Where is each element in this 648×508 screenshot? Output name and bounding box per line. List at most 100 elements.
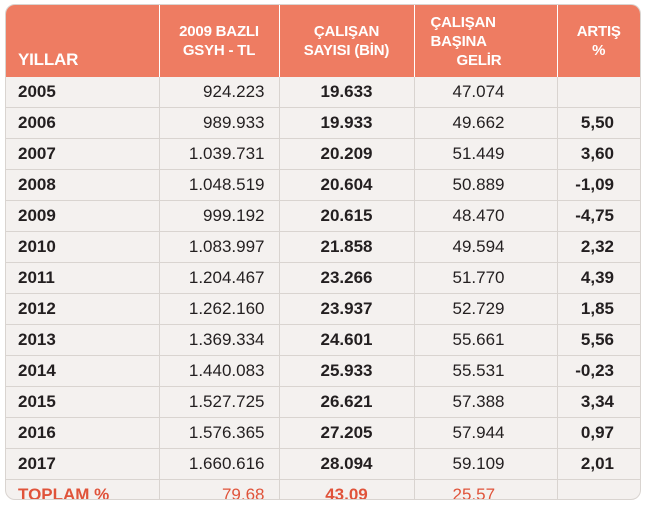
employees-cell: 27.205 — [279, 417, 415, 449]
year-cell: 2006 — [6, 107, 160, 139]
income-cell: 55.661 — [414, 324, 558, 356]
table-body: 2005 924.223 19.633 47.074 2006 989.933 19.933… — [6, 77, 640, 500]
total-row: TOPLAM % 79,68 43,09 25,57 — [6, 479, 640, 500]
gsyh-cell: 1.660.616 — [159, 448, 280, 480]
growth-cell: -0,23 — [557, 355, 640, 387]
total-employees: 43,09 — [279, 479, 415, 499]
growth-cell: 0,97 — [557, 417, 640, 449]
header-gsyh: 2009 BAZLI GSYH - TL — [159, 5, 280, 77]
table-row: 2007 1.039.731 20.209 51.449 3,60 — [6, 138, 640, 170]
year-cell: 2005 — [6, 77, 160, 108]
employees-cell: 23.937 — [279, 293, 415, 325]
table-row: 2015 1.527.725 26.621 57.388 3,34 — [6, 386, 640, 418]
header-gsyh-line1: 2009 BAZLI — [179, 23, 259, 40]
header-growth-line1: ARTIŞ — [576, 23, 621, 40]
growth-cell: -4,75 — [557, 200, 640, 232]
gsyh-cell: 1.039.731 — [159, 138, 280, 170]
income-cell: 48.470 — [414, 200, 558, 232]
gsyh-cell: 989.933 — [159, 107, 280, 139]
header-income-line2: GELİR — [456, 51, 502, 69]
header-income: ÇALIŞAN BAŞINA GELİR — [414, 5, 558, 77]
data-table: YILLAR 2009 BAZLI GSYH - TL ÇALIŞAN SAYI… — [6, 5, 640, 500]
growth-cell: 2,01 — [557, 448, 640, 480]
income-cell: 52.729 — [414, 293, 558, 325]
year-cell: 2016 — [6, 417, 160, 449]
employees-cell: 25.933 — [279, 355, 415, 387]
gsyh-cell: 1.369.334 — [159, 324, 280, 356]
table-row: 2009 999.192 20.615 48.470 -4,75 — [6, 200, 640, 232]
growth-cell — [557, 77, 640, 108]
growth-cell: 4,39 — [557, 262, 640, 294]
header-row: YILLAR 2009 BAZLI GSYH - TL ÇALIŞAN SAYI… — [6, 5, 640, 77]
table-row: 2012 1.262.160 23.937 52.729 1,85 — [6, 293, 640, 325]
gsyh-cell: 1.262.160 — [159, 293, 280, 325]
table-row: 2014 1.440.083 25.933 55.531 -0,23 — [6, 355, 640, 387]
employees-cell: 20.209 — [279, 138, 415, 170]
table-row: 2006 989.933 19.933 49.662 5,50 — [6, 107, 640, 139]
year-cell: 2014 — [6, 355, 160, 387]
year-cell: 2011 — [6, 262, 160, 294]
employees-cell: 19.633 — [279, 77, 415, 108]
header-gsyh-line2: GSYH - TL — [182, 42, 256, 59]
header-income-line1: ÇALIŞAN BAŞINA — [430, 13, 496, 50]
year-cell: 2017 — [6, 448, 160, 480]
gsyh-cell: 1.576.365 — [159, 417, 280, 449]
employees-cell: 24.601 — [279, 324, 415, 356]
table-row: 2005 924.223 19.633 47.074 — [6, 77, 640, 108]
income-cell: 47.074 — [414, 77, 558, 108]
income-cell: 57.388 — [414, 386, 558, 418]
income-cell: 57.944 — [414, 417, 558, 449]
employees-cell: 26.621 — [279, 386, 415, 418]
growth-cell: 3,60 — [557, 138, 640, 170]
year-cell: 2010 — [6, 231, 160, 263]
total-gsyh: 79,68 — [159, 479, 280, 499]
gsyh-cell: 1.083.997 — [159, 231, 280, 263]
income-cell: 49.662 — [414, 107, 558, 139]
income-cell: 51.770 — [414, 262, 558, 294]
gsyh-cell: 1.048.519 — [159, 169, 280, 201]
income-cell: 55.531 — [414, 355, 558, 387]
table-row: 2016 1.576.365 27.205 57.944 0,97 — [6, 417, 640, 449]
table-row: 2010 1.083.997 21.858 49.594 2,32 — [6, 231, 640, 263]
income-cell: 51.449 — [414, 138, 558, 170]
income-cell: 50.889 — [414, 169, 558, 201]
year-cell: 2013 — [6, 324, 160, 356]
table-row: 2017 1.660.616 28.094 59.109 2,01 — [6, 448, 640, 480]
growth-cell: 1,85 — [557, 293, 640, 325]
gsyh-cell: 1.204.467 — [159, 262, 280, 294]
year-cell: 2015 — [6, 386, 160, 418]
growth-cell: 5,56 — [557, 324, 640, 356]
year-cell: 2008 — [6, 169, 160, 201]
total-income: 25,57 — [414, 479, 558, 499]
employees-cell: 19.933 — [279, 107, 415, 139]
gsyh-cell: 1.440.083 — [159, 355, 280, 387]
table-row: 2011 1.204.467 23.266 51.770 4,39 — [6, 262, 640, 294]
gsyh-cell: 999.192 — [159, 200, 280, 232]
year-cell: 2012 — [6, 293, 160, 325]
year-cell: 2009 — [6, 200, 160, 232]
gsyh-cell: 1.527.725 — [159, 386, 280, 418]
total-growth — [557, 480, 640, 500]
header-employees: ÇALIŞAN SAYISI (BİN) — [279, 5, 415, 77]
income-cell: 49.594 — [414, 231, 558, 263]
header-employees-line2: SAYISI (BİN) — [303, 42, 390, 59]
employees-cell: 28.094 — [279, 448, 415, 480]
income-cell: 59.109 — [414, 448, 558, 480]
growth-cell: 3,34 — [557, 386, 640, 418]
header-growth-line2: % — [592, 42, 606, 59]
growth-cell: 5,50 — [557, 107, 640, 139]
employees-cell: 20.615 — [279, 200, 415, 232]
data-table-frame: YILLAR 2009 BAZLI GSYH - TL ÇALIŞAN SAYI… — [5, 4, 641, 500]
header-years: YILLAR — [6, 5, 160, 77]
gsyh-cell: 924.223 — [159, 77, 280, 108]
employees-cell: 20.604 — [279, 169, 415, 201]
table-row: 2008 1.048.519 20.604 50.889 -1,09 — [6, 169, 640, 201]
header-growth: ARTIŞ % — [557, 5, 640, 77]
header-employees-line1: ÇALIŞAN — [313, 23, 380, 40]
growth-cell: -1,09 — [557, 169, 640, 201]
total-label: TOPLAM % — [6, 479, 160, 499]
employees-cell: 21.858 — [279, 231, 415, 263]
employees-cell: 23.266 — [279, 262, 415, 294]
table-row: 2013 1.369.334 24.601 55.661 5,56 — [6, 324, 640, 356]
year-cell: 2007 — [6, 138, 160, 170]
